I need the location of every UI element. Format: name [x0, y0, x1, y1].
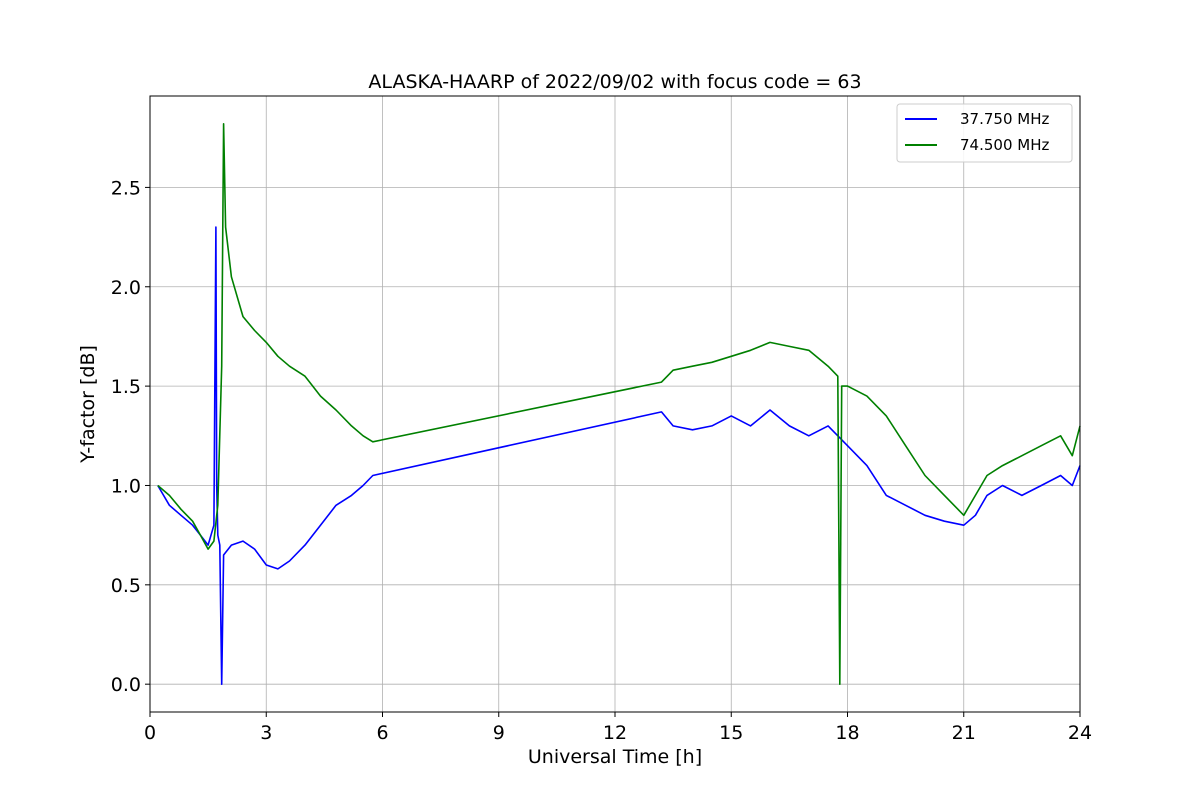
x-tick-label: 0	[144, 722, 156, 744]
x-tick-label: 18	[835, 722, 859, 744]
y-axis-ticks: 0.0 0.5 1.0 1.5 2.0 2.5	[111, 177, 150, 696]
y-tick-label: 2.0	[111, 277, 141, 299]
series-line-1	[157, 226, 1081, 686]
chart-title: ALASKA-HAARP of 2022/09/02 with focus co…	[368, 71, 861, 93]
y-tick-label: 2.5	[111, 177, 141, 199]
x-tick-label: 3	[260, 722, 272, 744]
y-tick-label: 1.0	[111, 475, 141, 497]
y-axis-label: Y-factor [dB]	[77, 345, 99, 464]
x-tick-label: 21	[952, 722, 976, 744]
y-tick-label: 1.5	[111, 376, 141, 398]
series-group	[157, 123, 1081, 686]
y-tick-label: 0.5	[111, 575, 141, 597]
series-line-2	[157, 123, 1081, 686]
x-tick-label: 9	[493, 722, 505, 744]
legend-label-series-2: 74.500 MHz	[960, 136, 1049, 154]
y-tick-label: 0.0	[111, 674, 141, 696]
x-tick-label: 24	[1068, 722, 1092, 744]
x-axis-label: Universal Time [h]	[528, 746, 702, 768]
x-tick-label: 15	[719, 722, 743, 744]
x-axis-ticks: 0 3 6 9 12 15 18 21 24	[144, 712, 1092, 744]
x-tick-label: 6	[376, 722, 388, 744]
legend-label-series-1: 37.750 MHz	[960, 110, 1049, 128]
legend: 37.750 MHz 74.500 MHz	[896, 103, 1073, 163]
legend-box	[896, 103, 1073, 163]
x-tick-label: 12	[603, 722, 627, 744]
